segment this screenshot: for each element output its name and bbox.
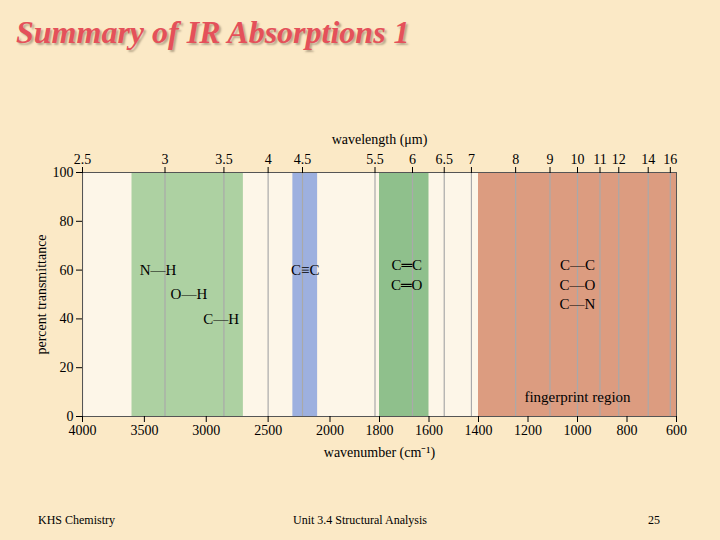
svg-text:7: 7 [468, 152, 475, 167]
svg-text:6.5: 6.5 [435, 152, 453, 167]
svg-text:600: 600 [666, 423, 687, 438]
svg-text:6: 6 [409, 152, 416, 167]
svg-text:80: 80 [60, 214, 74, 229]
svg-text:2500: 2500 [254, 423, 282, 438]
svg-text:wavelength (μm): wavelength (μm) [332, 132, 428, 148]
html-text:25: 25 [648, 513, 660, 527]
svg-text:10: 10 [571, 152, 585, 167]
svg-text:3500: 3500 [130, 423, 158, 438]
svg-text:1600: 1600 [415, 423, 443, 438]
svg-text:1800: 1800 [366, 423, 394, 438]
svg-text:C—C: C—C [560, 257, 595, 273]
svg-text:fingerprint region: fingerprint region [524, 389, 631, 405]
html-text:Summary of IR Absorptions 1: Summary of IR Absorptions 1 [16, 14, 410, 50]
svg-text:C═O: C═O [391, 277, 423, 293]
svg-text:20: 20 [60, 360, 74, 375]
svg-text:4: 4 [265, 152, 272, 167]
svg-text:C—H: C—H [203, 311, 239, 327]
svg-text:4000: 4000 [69, 423, 97, 438]
svg-text:2000: 2000 [316, 423, 344, 438]
svg-text:2.5: 2.5 [74, 152, 92, 167]
svg-text:5.5: 5.5 [366, 152, 384, 167]
html-text:KHS Chemistry: KHS Chemistry [38, 513, 115, 527]
svg-text:60: 60 [60, 263, 74, 278]
svg-text:14: 14 [641, 152, 655, 167]
svg-text:11: 11 [593, 152, 606, 167]
svg-text:8: 8 [512, 152, 519, 167]
svg-text:C≡C: C≡C [291, 262, 319, 278]
svg-text:1000: 1000 [564, 423, 592, 438]
svg-text:1400: 1400 [465, 423, 493, 438]
svg-text:C═C: C═C [391, 257, 422, 273]
svg-text:16: 16 [663, 152, 677, 167]
svg-text:0: 0 [67, 409, 74, 424]
svg-text:N—H: N—H [140, 262, 177, 278]
svg-text:wavenumber (cm⁻¹): wavenumber (cm⁻¹) [324, 445, 436, 461]
svg-text:9: 9 [547, 152, 554, 167]
svg-text:12: 12 [612, 152, 626, 167]
svg-text:3000: 3000 [192, 423, 220, 438]
svg-text:800: 800 [617, 423, 638, 438]
svg-text:40: 40 [60, 311, 74, 326]
svg-text:3: 3 [162, 152, 169, 167]
html-text:Unit 3.4 Structural Analysis: Unit 3.4 Structural Analysis [293, 513, 427, 527]
svg-text:4.5: 4.5 [294, 152, 312, 167]
svg-text:1200: 1200 [514, 423, 542, 438]
svg-text:percent transmittance: percent transmittance [34, 234, 49, 354]
svg-text:3.5: 3.5 [215, 152, 233, 167]
svg-text:O—H: O—H [171, 286, 208, 302]
svg-text:C—O: C—O [560, 277, 596, 293]
svg-text:100: 100 [53, 165, 74, 180]
svg-text:C—N: C—N [560, 296, 596, 312]
